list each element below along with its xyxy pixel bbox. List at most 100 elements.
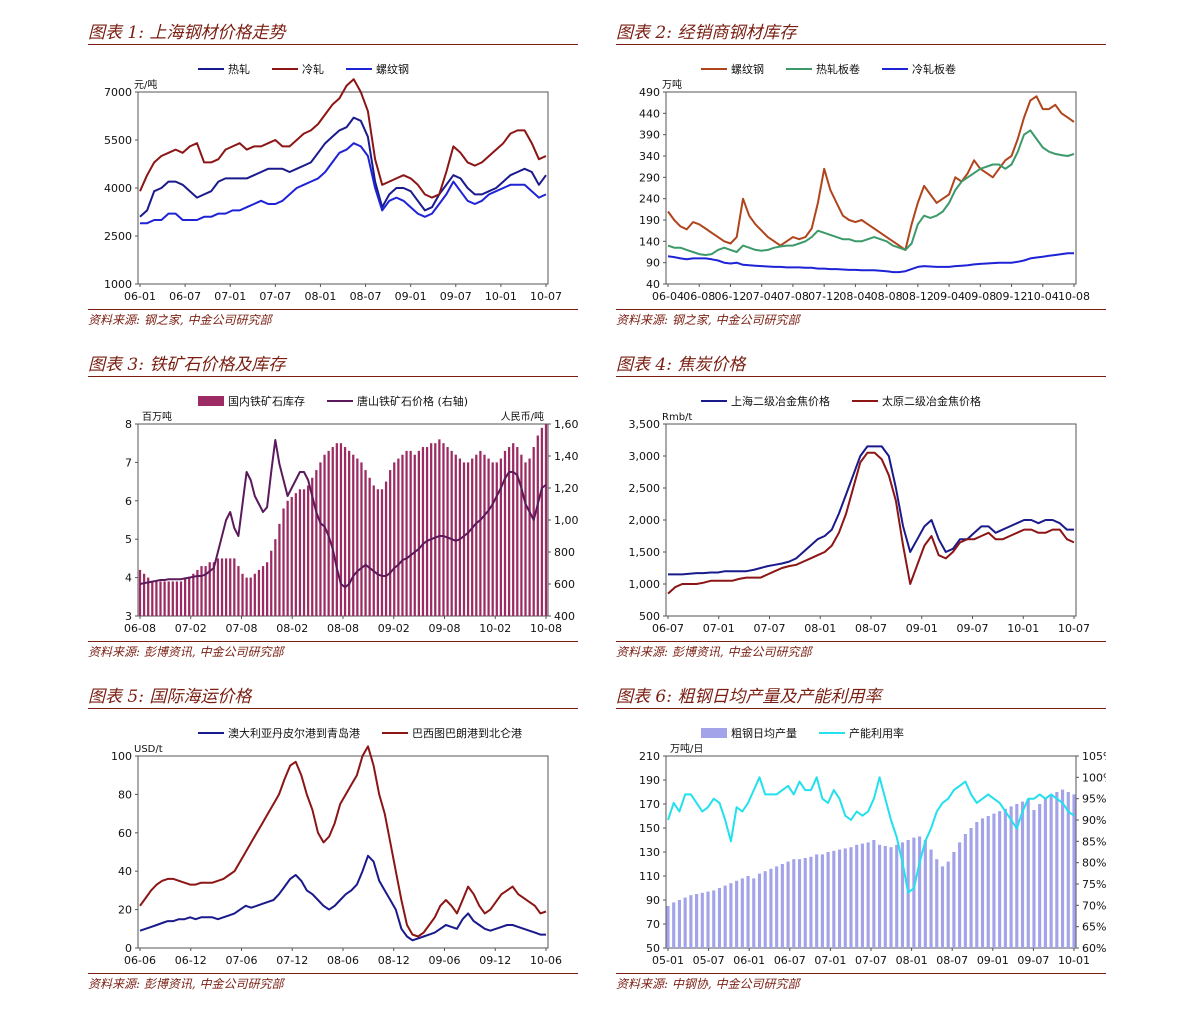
series-line (668, 445, 1074, 576)
bar (384, 481, 388, 616)
y-tick-label: 140 (639, 235, 660, 248)
y-tick-label-right: 800 (554, 546, 575, 559)
x-tick-label: 07-07 (259, 290, 291, 303)
bar (918, 836, 922, 948)
bar (946, 861, 950, 948)
x-tick-label: 08-07 (350, 290, 382, 303)
bar (179, 581, 183, 616)
bar (998, 811, 1002, 948)
x-tick-label: 09-07 (440, 290, 472, 303)
bar (912, 837, 916, 948)
legend-label: 上海二级冶金焦价格 (731, 394, 830, 408)
bar (438, 439, 441, 616)
bar (883, 846, 887, 948)
y-tick-label: 4000 (104, 182, 132, 195)
chart-source-1: 资料来源: 钢之家, 中金公司研究部 (88, 309, 578, 330)
y-tick-label: 340 (639, 150, 660, 163)
y-tick-label: 3,500 (629, 418, 661, 431)
bar (952, 852, 956, 948)
y-tick-label: 20 (118, 904, 132, 917)
bar (900, 842, 905, 948)
bar (376, 489, 379, 616)
bar (786, 861, 790, 948)
legend-swatch (198, 396, 224, 406)
series-line (667, 776, 1075, 894)
bar (729, 883, 733, 948)
y-axis-label: 元/吨 (134, 78, 157, 91)
y-axis-label-left: 百万吨 (142, 410, 172, 423)
x-tick-label: 06-07 (169, 290, 201, 303)
y-tick-label: 390 (639, 129, 660, 142)
bar (717, 888, 722, 948)
bar (466, 462, 470, 616)
x-tick-label: 09-06 (429, 954, 461, 967)
x-tick-label: 07-01 (703, 622, 735, 635)
y-tick-label: 7000 (104, 86, 132, 99)
legend-label: 太原二级冶金焦价格 (882, 394, 981, 408)
y-tick-label: 90 (646, 257, 660, 270)
y-tick-label-left: 90 (646, 894, 660, 907)
y-tick-label: 1,500 (629, 546, 661, 559)
bar (1026, 799, 1030, 948)
bar (237, 566, 240, 616)
bar (282, 508, 285, 616)
x-tick-label: 06-12 (175, 954, 207, 967)
x-tick-label: 09-12 (996, 290, 1028, 303)
bar (503, 450, 507, 616)
bar (323, 454, 326, 616)
bar (450, 450, 453, 616)
bar (536, 435, 539, 616)
legend-label: 螺纹钢 (731, 62, 764, 76)
bar (780, 864, 784, 948)
y-tick-label-left: 8 (125, 418, 132, 431)
chart-panel-6: 图表 6: 粗钢日均产量及产能利用率 50 70 90 110 130 150 170 190… (616, 686, 1106, 1016)
y-tick-label-right: 85% (1082, 835, 1106, 848)
x-tick-label: 08-01 (804, 622, 836, 635)
y-tick-label-left: 210 (639, 750, 660, 763)
bar (1009, 806, 1013, 948)
legend-label: 产能利用率 (849, 726, 904, 740)
bar (491, 462, 494, 616)
bar (986, 816, 990, 948)
y-tick-label-left: 130 (639, 846, 660, 859)
chart-source-5: 资料来源: 彭博资讯, 中金公司研究部 (88, 973, 578, 994)
x-tick-label: 05-07 (693, 954, 725, 967)
bar (200, 566, 203, 616)
bar (192, 573, 195, 616)
x-tick-label: 06-08 (683, 290, 715, 303)
bar (677, 900, 682, 948)
bar (397, 458, 400, 616)
bar (963, 834, 967, 948)
y-axis-label: 万吨 (662, 78, 682, 91)
plot-frame (665, 91, 1077, 285)
bar (327, 450, 330, 616)
x-tick-label: 07-12 (808, 290, 840, 303)
x-tick-label: 07-02 (175, 622, 207, 635)
bar (826, 852, 830, 948)
bar (544, 424, 548, 616)
series-line (139, 78, 547, 199)
bar (712, 890, 716, 948)
bar (151, 581, 154, 616)
bar (487, 458, 490, 616)
bar (1015, 804, 1019, 948)
bar (1032, 810, 1036, 948)
x-tick-label: 07-12 (276, 954, 308, 967)
y-tick-label-right: 75% (1082, 878, 1106, 891)
bar (360, 462, 363, 616)
bar (1060, 789, 1065, 948)
bar (483, 454, 486, 616)
x-tick-label: 09-01 (395, 290, 427, 303)
bar (343, 447, 347, 616)
x-tick-label: 10-04 (1027, 290, 1059, 303)
bar (763, 871, 767, 948)
x-tick-label: 10-02 (479, 622, 511, 635)
bar (975, 822, 979, 948)
y-tick-label-right: 65% (1082, 921, 1106, 934)
y-tick-label-right: 95% (1082, 793, 1106, 806)
y-tick-label-right: 600 (554, 578, 575, 591)
bar (495, 462, 498, 616)
bar (270, 550, 273, 616)
y-tick-label-left: 5 (125, 533, 132, 546)
